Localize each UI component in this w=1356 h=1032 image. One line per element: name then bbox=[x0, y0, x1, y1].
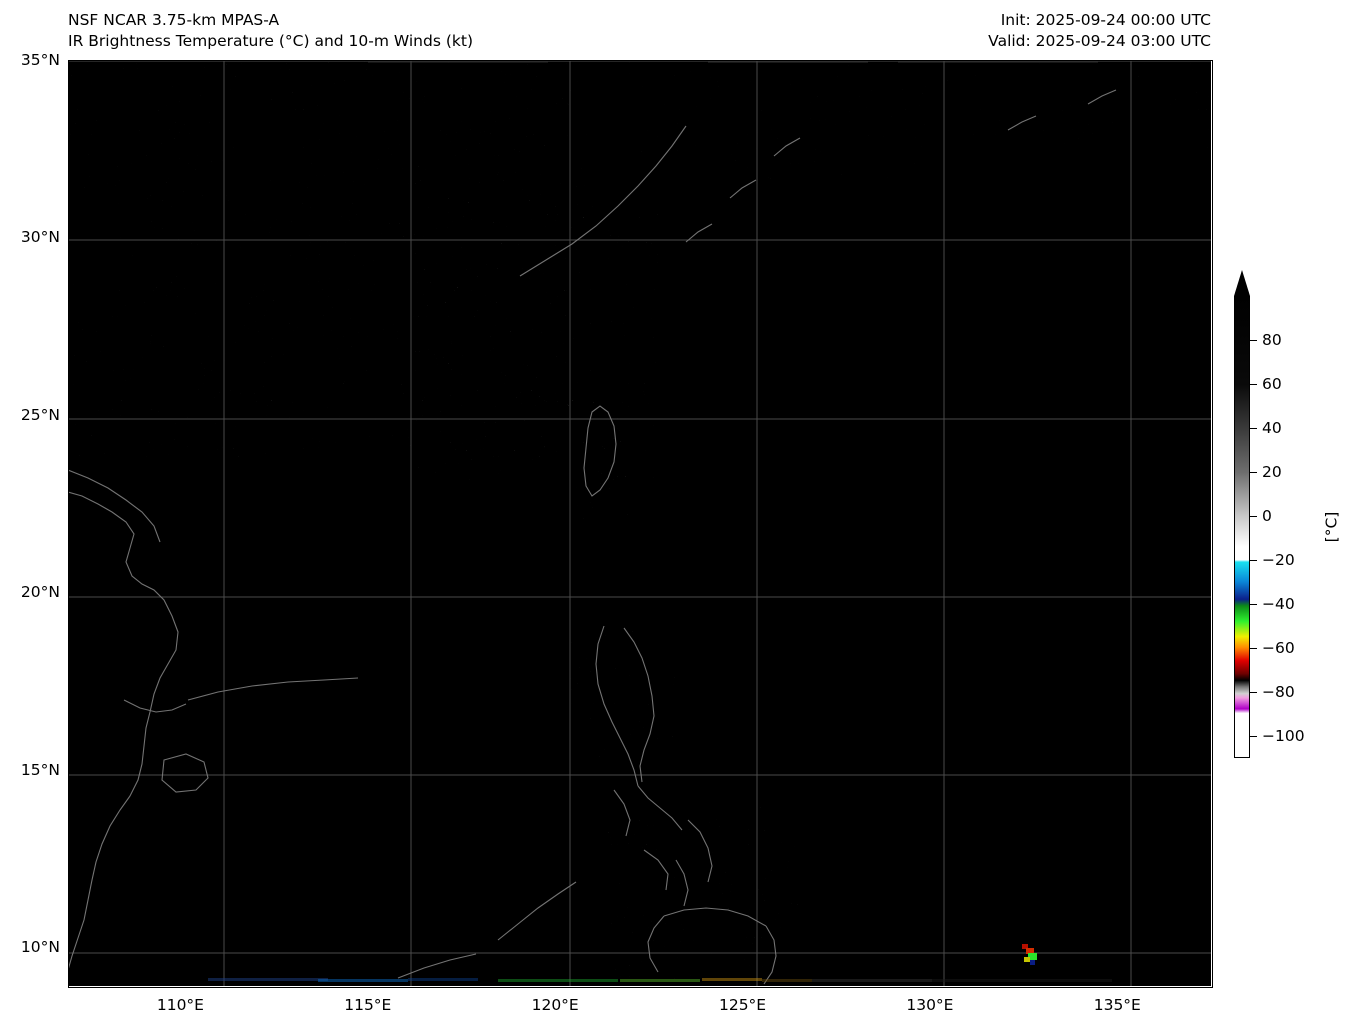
colorbar: 80 60 40 20 0 −20 −40 −60 −80 −100 bbox=[1233, 270, 1305, 786]
colorbar-label-minus40: −40 bbox=[1262, 595, 1295, 613]
colorbar-tick-minus60 bbox=[1250, 648, 1257, 649]
header-title-block: NSF NCAR 3.75-km MPAS-A IR Brightness Te… bbox=[68, 10, 473, 52]
colorbar-label-minus100: −100 bbox=[1262, 727, 1305, 745]
lat-tick-10n: 10°N bbox=[20, 937, 60, 956]
lon-tick-120e: 120°E bbox=[531, 996, 579, 1014]
top-boundary-fringe bbox=[368, 60, 1098, 63]
lat-tick-15n: 15°N bbox=[20, 760, 60, 779]
colorbar-label-40: 40 bbox=[1262, 419, 1282, 437]
colorbar-axis-label: [°C] bbox=[1322, 511, 1341, 543]
colorbar-label-20: 20 bbox=[1262, 463, 1282, 481]
valid-time: Valid: 2025-09-24 03:00 UTC bbox=[988, 32, 1211, 50]
colorbar-extend-bottom-arrow bbox=[1234, 758, 1250, 784]
colorbar-label-minus20: −20 bbox=[1262, 551, 1295, 569]
map-canvas bbox=[68, 60, 1211, 986]
lon-tick-110e: 110°E bbox=[156, 996, 204, 1014]
lat-tick-30n: 30°N bbox=[20, 228, 60, 247]
init-time: Init: 2025-09-24 00:00 UTC bbox=[1000, 11, 1211, 29]
colorbar-tick-40 bbox=[1250, 428, 1257, 429]
colorbar-gradient bbox=[1234, 296, 1250, 758]
colorbar-label-minus60: −60 bbox=[1262, 639, 1295, 657]
lat-tick-25n: 25°N bbox=[20, 405, 60, 424]
colorbar-tick-60 bbox=[1250, 384, 1257, 385]
colorbar-label-0: 0 bbox=[1262, 507, 1272, 525]
colorbar-tick-minus100 bbox=[1250, 736, 1257, 737]
colorbar-label-80: 80 bbox=[1262, 331, 1282, 349]
cloud-speckle-layer bbox=[68, 60, 1211, 986]
map-plot-area bbox=[68, 60, 1211, 986]
colorbar-tick-80 bbox=[1250, 340, 1257, 341]
coastlines bbox=[68, 89, 1117, 985]
field-title: IR Brightness Temperature (°C) and 10-m … bbox=[68, 32, 473, 50]
domain-boundary-fringe bbox=[208, 944, 1112, 982]
lon-tick-135e: 135°E bbox=[1093, 996, 1141, 1014]
colorbar-tick-minus40 bbox=[1250, 604, 1257, 605]
colorbar-tick-minus80 bbox=[1250, 692, 1257, 693]
colorbar-label-minus80: −80 bbox=[1262, 683, 1295, 701]
lon-tick-130e: 130°E bbox=[906, 996, 954, 1014]
colorbar-tick-minus20 bbox=[1250, 560, 1257, 561]
lon-tick-125e: 125°E bbox=[718, 996, 767, 1014]
colorbar-tick-0 bbox=[1250, 516, 1257, 517]
lat-tick-20n: 20°N bbox=[20, 583, 60, 602]
colorbar-tick-20 bbox=[1250, 472, 1257, 473]
lat-tick-35n: 35°N bbox=[20, 51, 60, 69]
lon-tick-115e: 115°E bbox=[344, 996, 392, 1014]
colorbar-label-60: 60 bbox=[1262, 375, 1282, 393]
colorbar-extend-top-arrow bbox=[1234, 270, 1250, 296]
model-title: NSF NCAR 3.75-km MPAS-A bbox=[68, 11, 280, 29]
header-time-block: Init: 2025-09-24 00:00 UTC Valid: 2025-0… bbox=[988, 10, 1211, 52]
